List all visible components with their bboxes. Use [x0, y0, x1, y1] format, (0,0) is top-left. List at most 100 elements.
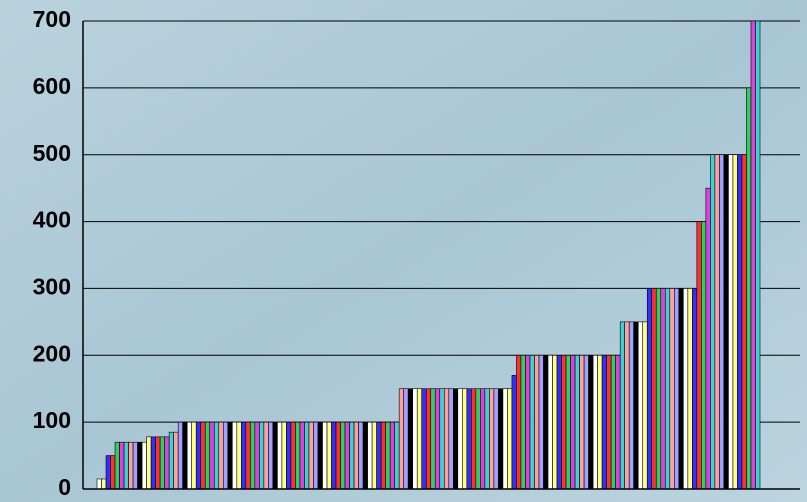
bar: [322, 421, 328, 490]
bar: [259, 421, 265, 490]
bar: [367, 421, 373, 490]
bar: [128, 441, 134, 490]
y-tick-label: 400: [33, 207, 71, 233]
bar: [394, 421, 400, 490]
bar: [416, 388, 423, 490]
bar: [376, 421, 382, 490]
bar: [110, 455, 116, 490]
bar: [624, 321, 630, 490]
bar: [200, 421, 206, 490]
bar: [137, 441, 143, 490]
bar: [520, 354, 526, 490]
bar: [705, 187, 711, 490]
bar: [326, 421, 332, 490]
bar: [628, 321, 635, 490]
bar: [498, 388, 504, 490]
bar: [529, 354, 535, 490]
bar: [592, 354, 598, 490]
bar: [696, 221, 702, 490]
bar: [398, 388, 404, 490]
y-tick-label: 700: [33, 6, 71, 32]
bar: [290, 421, 296, 490]
bar: [241, 421, 247, 490]
bar: [443, 388, 450, 490]
bar: [299, 421, 305, 490]
bar: [475, 388, 481, 490]
bar: [155, 436, 161, 490]
bar: [182, 421, 188, 490]
bar: [123, 441, 129, 490]
y-tick-label: 0: [58, 474, 71, 500]
bar: [448, 388, 454, 490]
bar: [669, 288, 675, 490]
y-tick-label: 200: [33, 340, 71, 366]
bar: [331, 421, 337, 490]
bar: [556, 354, 562, 490]
bar: [565, 354, 571, 490]
bar: [606, 354, 612, 490]
bar: [746, 87, 752, 490]
bar: [678, 288, 684, 490]
bar: [263, 421, 269, 490]
bar: [538, 354, 544, 490]
bar: [687, 288, 693, 490]
bar: [146, 436, 152, 490]
bar: [313, 421, 319, 490]
y-tick-label: 100: [33, 407, 71, 433]
bar: [218, 421, 224, 490]
bar: [462, 388, 468, 490]
bar: [710, 154, 716, 490]
bar: [412, 388, 418, 490]
bar: [511, 375, 517, 490]
bar: [755, 20, 761, 490]
bar: [434, 388, 441, 490]
bar: [732, 154, 738, 490]
y-tick-label: 600: [33, 73, 71, 99]
bar: [353, 421, 359, 490]
bar: [281, 421, 287, 490]
bar: [317, 421, 323, 490]
bar: [173, 431, 179, 490]
bar: [227, 421, 233, 490]
bar: [209, 421, 215, 490]
bar: [660, 288, 666, 490]
bar: [254, 421, 260, 490]
bar: [615, 354, 621, 490]
bar: [728, 154, 734, 490]
bar: [601, 354, 607, 490]
bar: [272, 421, 278, 490]
bar: [570, 354, 576, 490]
bar: [646, 288, 653, 490]
bar: [119, 441, 125, 490]
bar: [719, 154, 725, 490]
y-tick-label: 300: [33, 274, 71, 300]
bar: [132, 441, 138, 490]
bar: [371, 421, 377, 490]
bar: [457, 388, 463, 490]
bar: [389, 421, 395, 490]
bar: [380, 421, 386, 490]
bar: [141, 441, 147, 490]
bar: [633, 321, 639, 490]
bar: [268, 421, 274, 490]
bar: [480, 388, 486, 490]
bar: [403, 388, 409, 490]
bar: [619, 321, 625, 490]
bar: [597, 354, 603, 490]
bar: [222, 421, 229, 490]
bar: [421, 388, 427, 490]
bar: [349, 421, 355, 490]
bar: [547, 354, 553, 490]
bar: [723, 154, 729, 490]
bar: [588, 354, 594, 490]
bar: [114, 441, 120, 490]
bar: [295, 421, 301, 490]
bar: [105, 455, 111, 490]
bar: [579, 354, 585, 490]
bar: [358, 421, 364, 490]
bar: [561, 354, 567, 490]
bar: [430, 388, 436, 490]
bar: [651, 288, 657, 490]
bar: [692, 288, 698, 490]
bar: [453, 388, 459, 490]
